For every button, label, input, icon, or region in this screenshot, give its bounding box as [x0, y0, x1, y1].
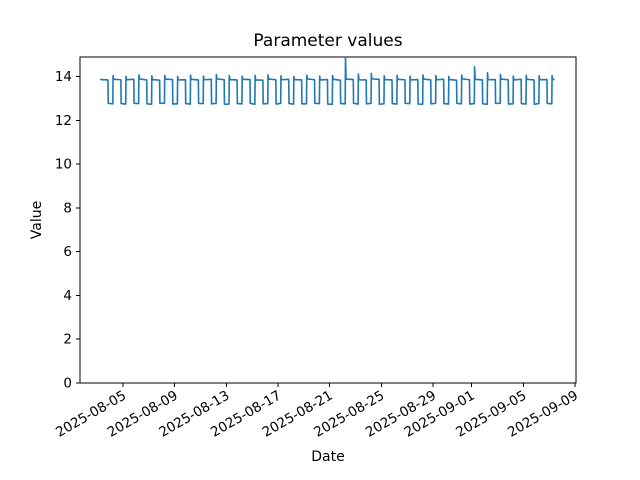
chart-title: Parameter values — [253, 31, 403, 51]
y-axis-label: Value — [29, 200, 45, 240]
axes-frame — [79, 56, 577, 384]
y-tick-label: 6 — [63, 244, 72, 260]
y-tick-label: 12 — [55, 113, 72, 129]
x-axis-label: Date — [311, 449, 345, 465]
data-series-line — [99, 56, 555, 106]
y-tick-label: 4 — [63, 288, 72, 304]
y-tick-label: 0 — [63, 376, 72, 392]
y-tick-label: 2 — [63, 332, 72, 348]
y-tick-label: 10 — [55, 157, 72, 173]
y-tick-label: 14 — [55, 69, 72, 85]
y-tick-label: 8 — [63, 200, 72, 216]
